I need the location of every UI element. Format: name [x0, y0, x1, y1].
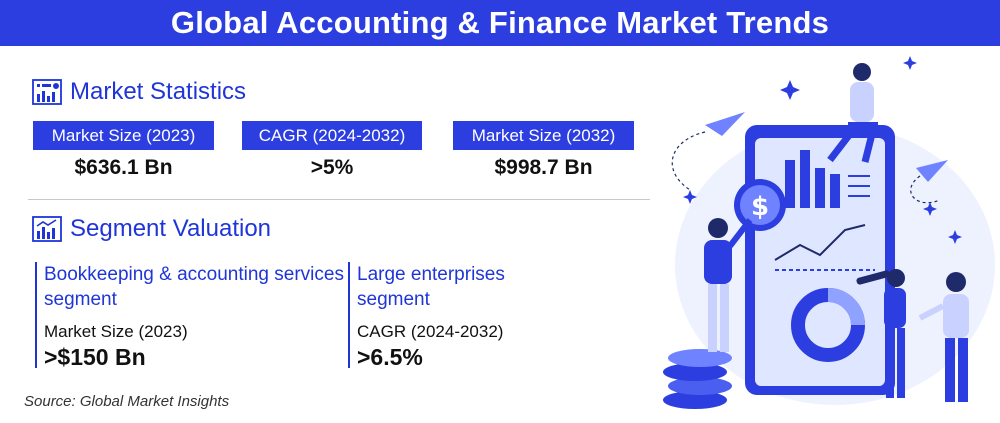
- stat-label-cagr: CAGR (2024-2032): [242, 121, 422, 150]
- segment-value: >6.5%: [357, 344, 423, 370]
- market-statistics-heading: Market Statistics: [32, 78, 246, 106]
- page-title: Global Accounting & Finance Market Trend…: [170, 5, 830, 40]
- person-top: [827, 63, 878, 163]
- stat-value-market-size-2023: $636.1 Bn: [74, 156, 173, 179]
- segment-metric: CAGR (2024-2032): [357, 322, 504, 341]
- stat-label-market-size-2032: Market Size (2032): [453, 121, 634, 150]
- finance-illustration: $: [663, 56, 995, 409]
- stat-value-cagr: >5%: [310, 156, 354, 179]
- segment-chart-icon: [32, 216, 62, 242]
- coin-stack-icon: [663, 349, 732, 409]
- market-statistics-title: Market Statistics: [70, 78, 247, 105]
- dollar-coin-icon: $: [734, 179, 786, 231]
- segment-name: Bookkeeping & accounting services segmen…: [44, 264, 344, 310]
- person-telescope: [856, 269, 906, 398]
- svg-text:$: $: [751, 192, 769, 222]
- page-title-banner: Global Accounting & Finance Market Trend…: [0, 0, 1000, 46]
- segment-valuation-heading: Segment Valuation: [32, 215, 271, 243]
- sparkle-icon: [683, 56, 962, 244]
- segment-bookkeeping: Bookkeeping & accounting services segmen…: [35, 262, 344, 370]
- stat-label-market-size-2023: Market Size (2023): [33, 121, 214, 150]
- segment-value: >$150 Bn: [44, 344, 146, 370]
- segment-name: Large enterprises segment: [357, 264, 505, 310]
- segment-metric: Market Size (2023): [44, 322, 188, 341]
- segment-valuation-title: Segment Valuation: [70, 215, 272, 242]
- segment-large-enterprises: Large enterprises segment CAGR (2024-203…: [348, 262, 557, 370]
- stat-value-market-size-2032: $998.7 Bn: [494, 156, 593, 179]
- person-right: [918, 272, 969, 402]
- person-left: [704, 218, 753, 352]
- paper-plane-icon: [705, 112, 948, 182]
- source-note: Source: Global Market Insights: [24, 393, 230, 410]
- section-divider: [28, 199, 650, 200]
- statistics-icon: [32, 79, 62, 105]
